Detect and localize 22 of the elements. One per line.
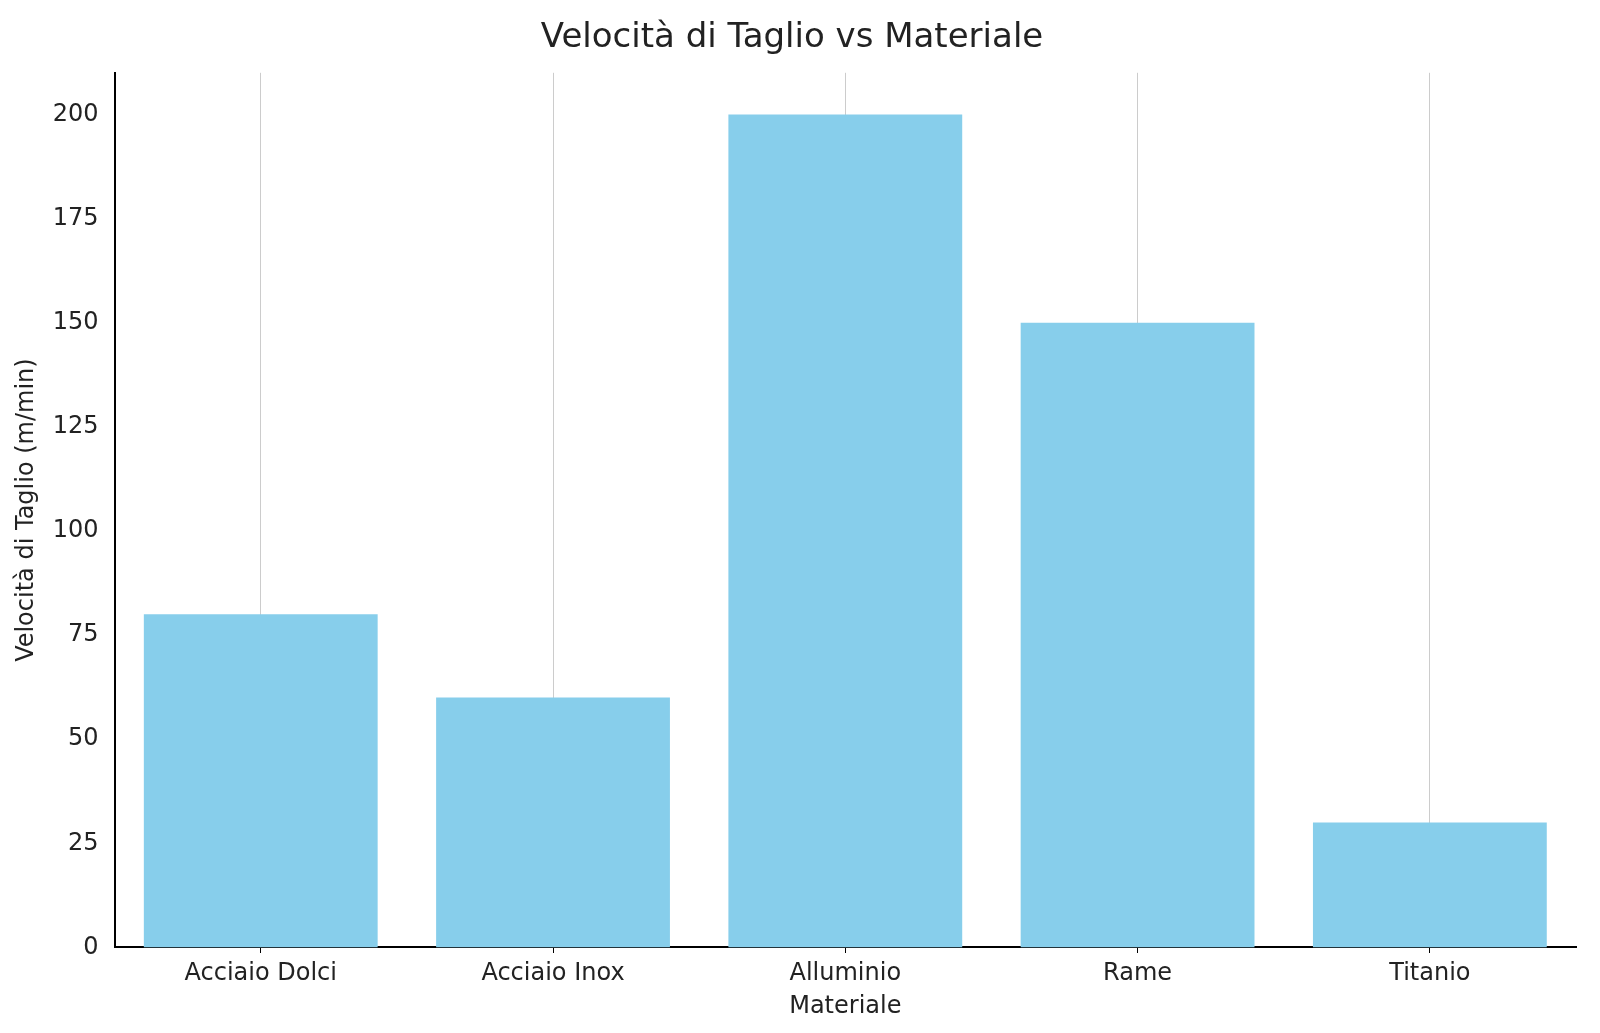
x-tick-label: Acciaio Inox xyxy=(481,958,625,987)
x-tick-label: Acciaio Dolci xyxy=(184,958,337,987)
bar xyxy=(1020,322,1255,948)
x-tick-label: Titanio xyxy=(1388,958,1471,987)
y-tick-label: 25 xyxy=(68,827,99,856)
y-tick-label: 75 xyxy=(68,619,99,648)
x-axis-title: Materiale xyxy=(789,990,902,1019)
y-tick-label: 100 xyxy=(52,515,99,544)
y-tick-label: 175 xyxy=(52,202,99,231)
x-tick-label: Alluminio xyxy=(789,958,902,987)
bar xyxy=(436,697,670,948)
y-tick-label: 50 xyxy=(68,723,99,752)
y-tick-label: 0 xyxy=(83,931,99,960)
x-tick-label: Rame xyxy=(1103,958,1173,987)
bar xyxy=(143,614,378,948)
y-tick-label: 125 xyxy=(52,411,99,440)
chart-title: Velocità di Taglio vs Materiale xyxy=(540,15,1044,56)
bar xyxy=(1312,822,1547,948)
bar xyxy=(728,114,963,948)
y-tick-label: 200 xyxy=(52,98,99,127)
y-tick-label: 150 xyxy=(52,306,99,335)
y-axis-title: Velocità di Taglio (m/min) xyxy=(10,358,39,662)
